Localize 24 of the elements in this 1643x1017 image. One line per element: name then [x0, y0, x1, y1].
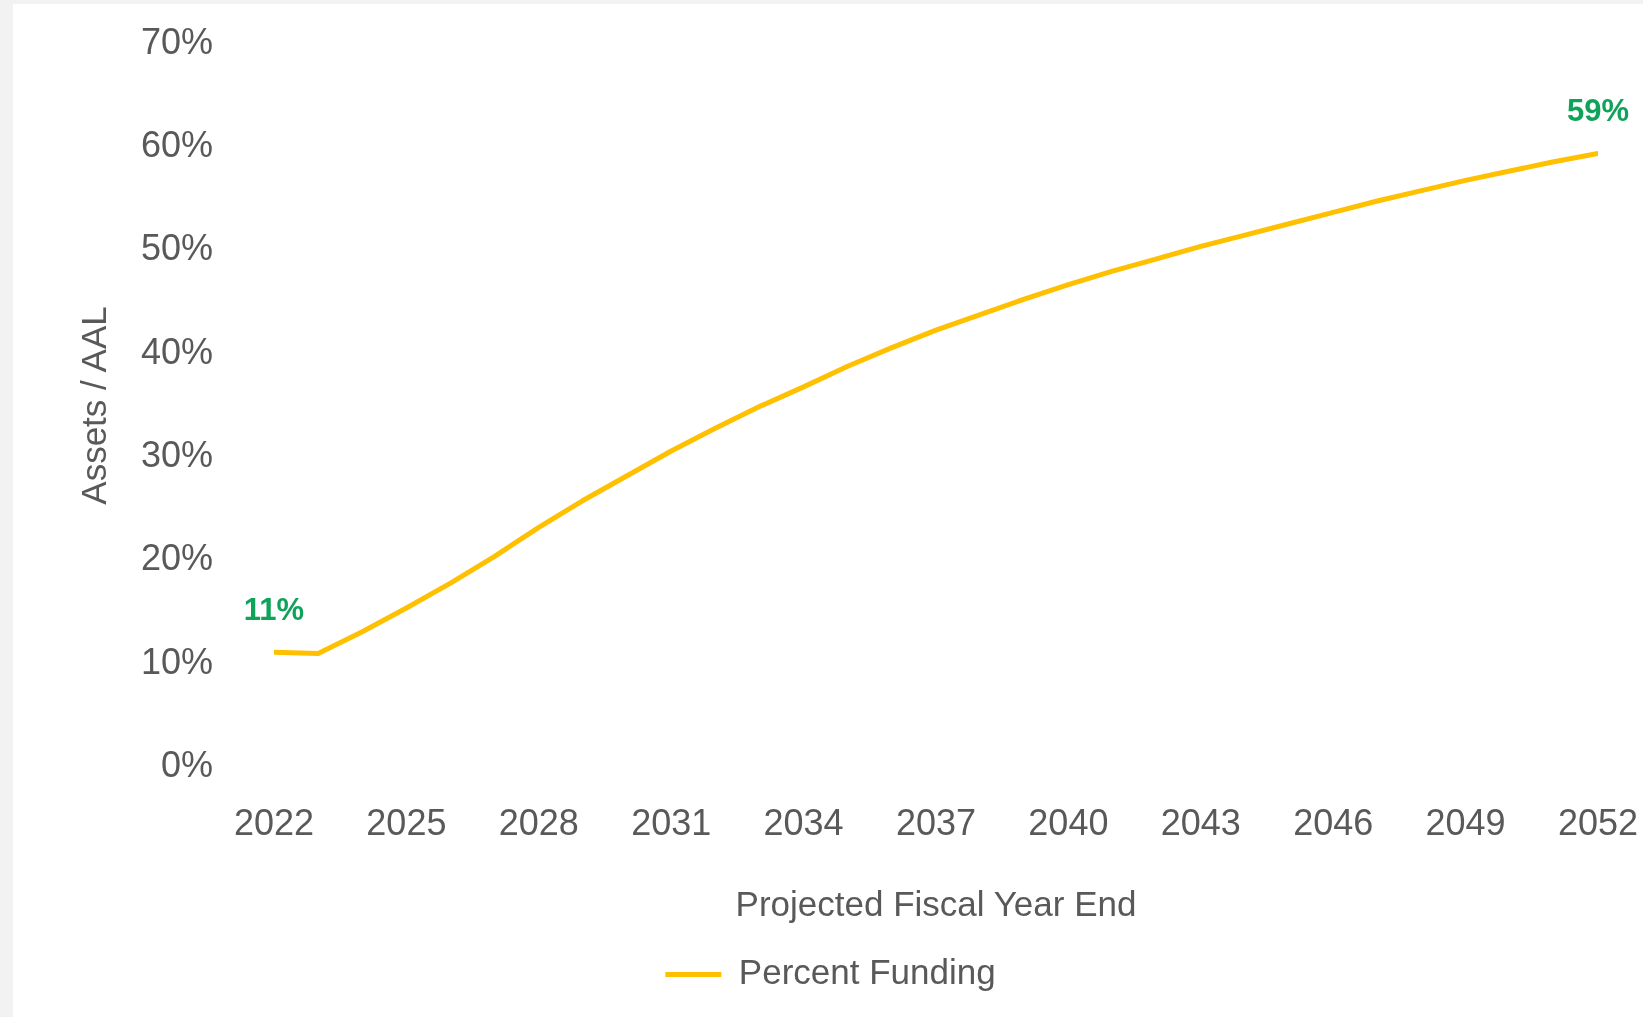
x-tick-label: 2037 — [895, 801, 977, 843]
y-tick-label: 50% — [140, 227, 213, 269]
x-tick-label: 2022 — [233, 801, 315, 843]
y-tick-label: 60% — [140, 124, 213, 166]
y-tick-label: 10% — [140, 640, 213, 682]
data-label: 59% — [1566, 93, 1630, 129]
legend-label: Percent Funding — [738, 952, 996, 992]
x-tick-label: 2043 — [1160, 801, 1241, 843]
x-axis-title: Projected Fiscal Year End — [735, 883, 1137, 923]
y-tick-label: 30% — [140, 434, 213, 476]
x-tick-label: 2031 — [631, 801, 712, 843]
y-tick-label: 0% — [160, 743, 213, 785]
x-tick-label: 2046 — [1293, 801, 1374, 843]
x-tick-label: 2028 — [498, 801, 579, 843]
x-tick-label: 2052 — [1557, 801, 1639, 843]
y-tick-label: 70% — [140, 20, 213, 62]
x-tick-label: 2040 — [1028, 801, 1109, 843]
data-label: 11% — [243, 592, 305, 628]
y-tick-label: 40% — [140, 330, 213, 372]
x-tick-label: 2034 — [763, 801, 844, 843]
y-tick-label: 20% — [140, 537, 213, 579]
x-tick-label: 2049 — [1425, 801, 1506, 843]
x-tick-label: 2025 — [366, 801, 447, 843]
y-axis-title: Assets / AAL — [73, 306, 113, 505]
